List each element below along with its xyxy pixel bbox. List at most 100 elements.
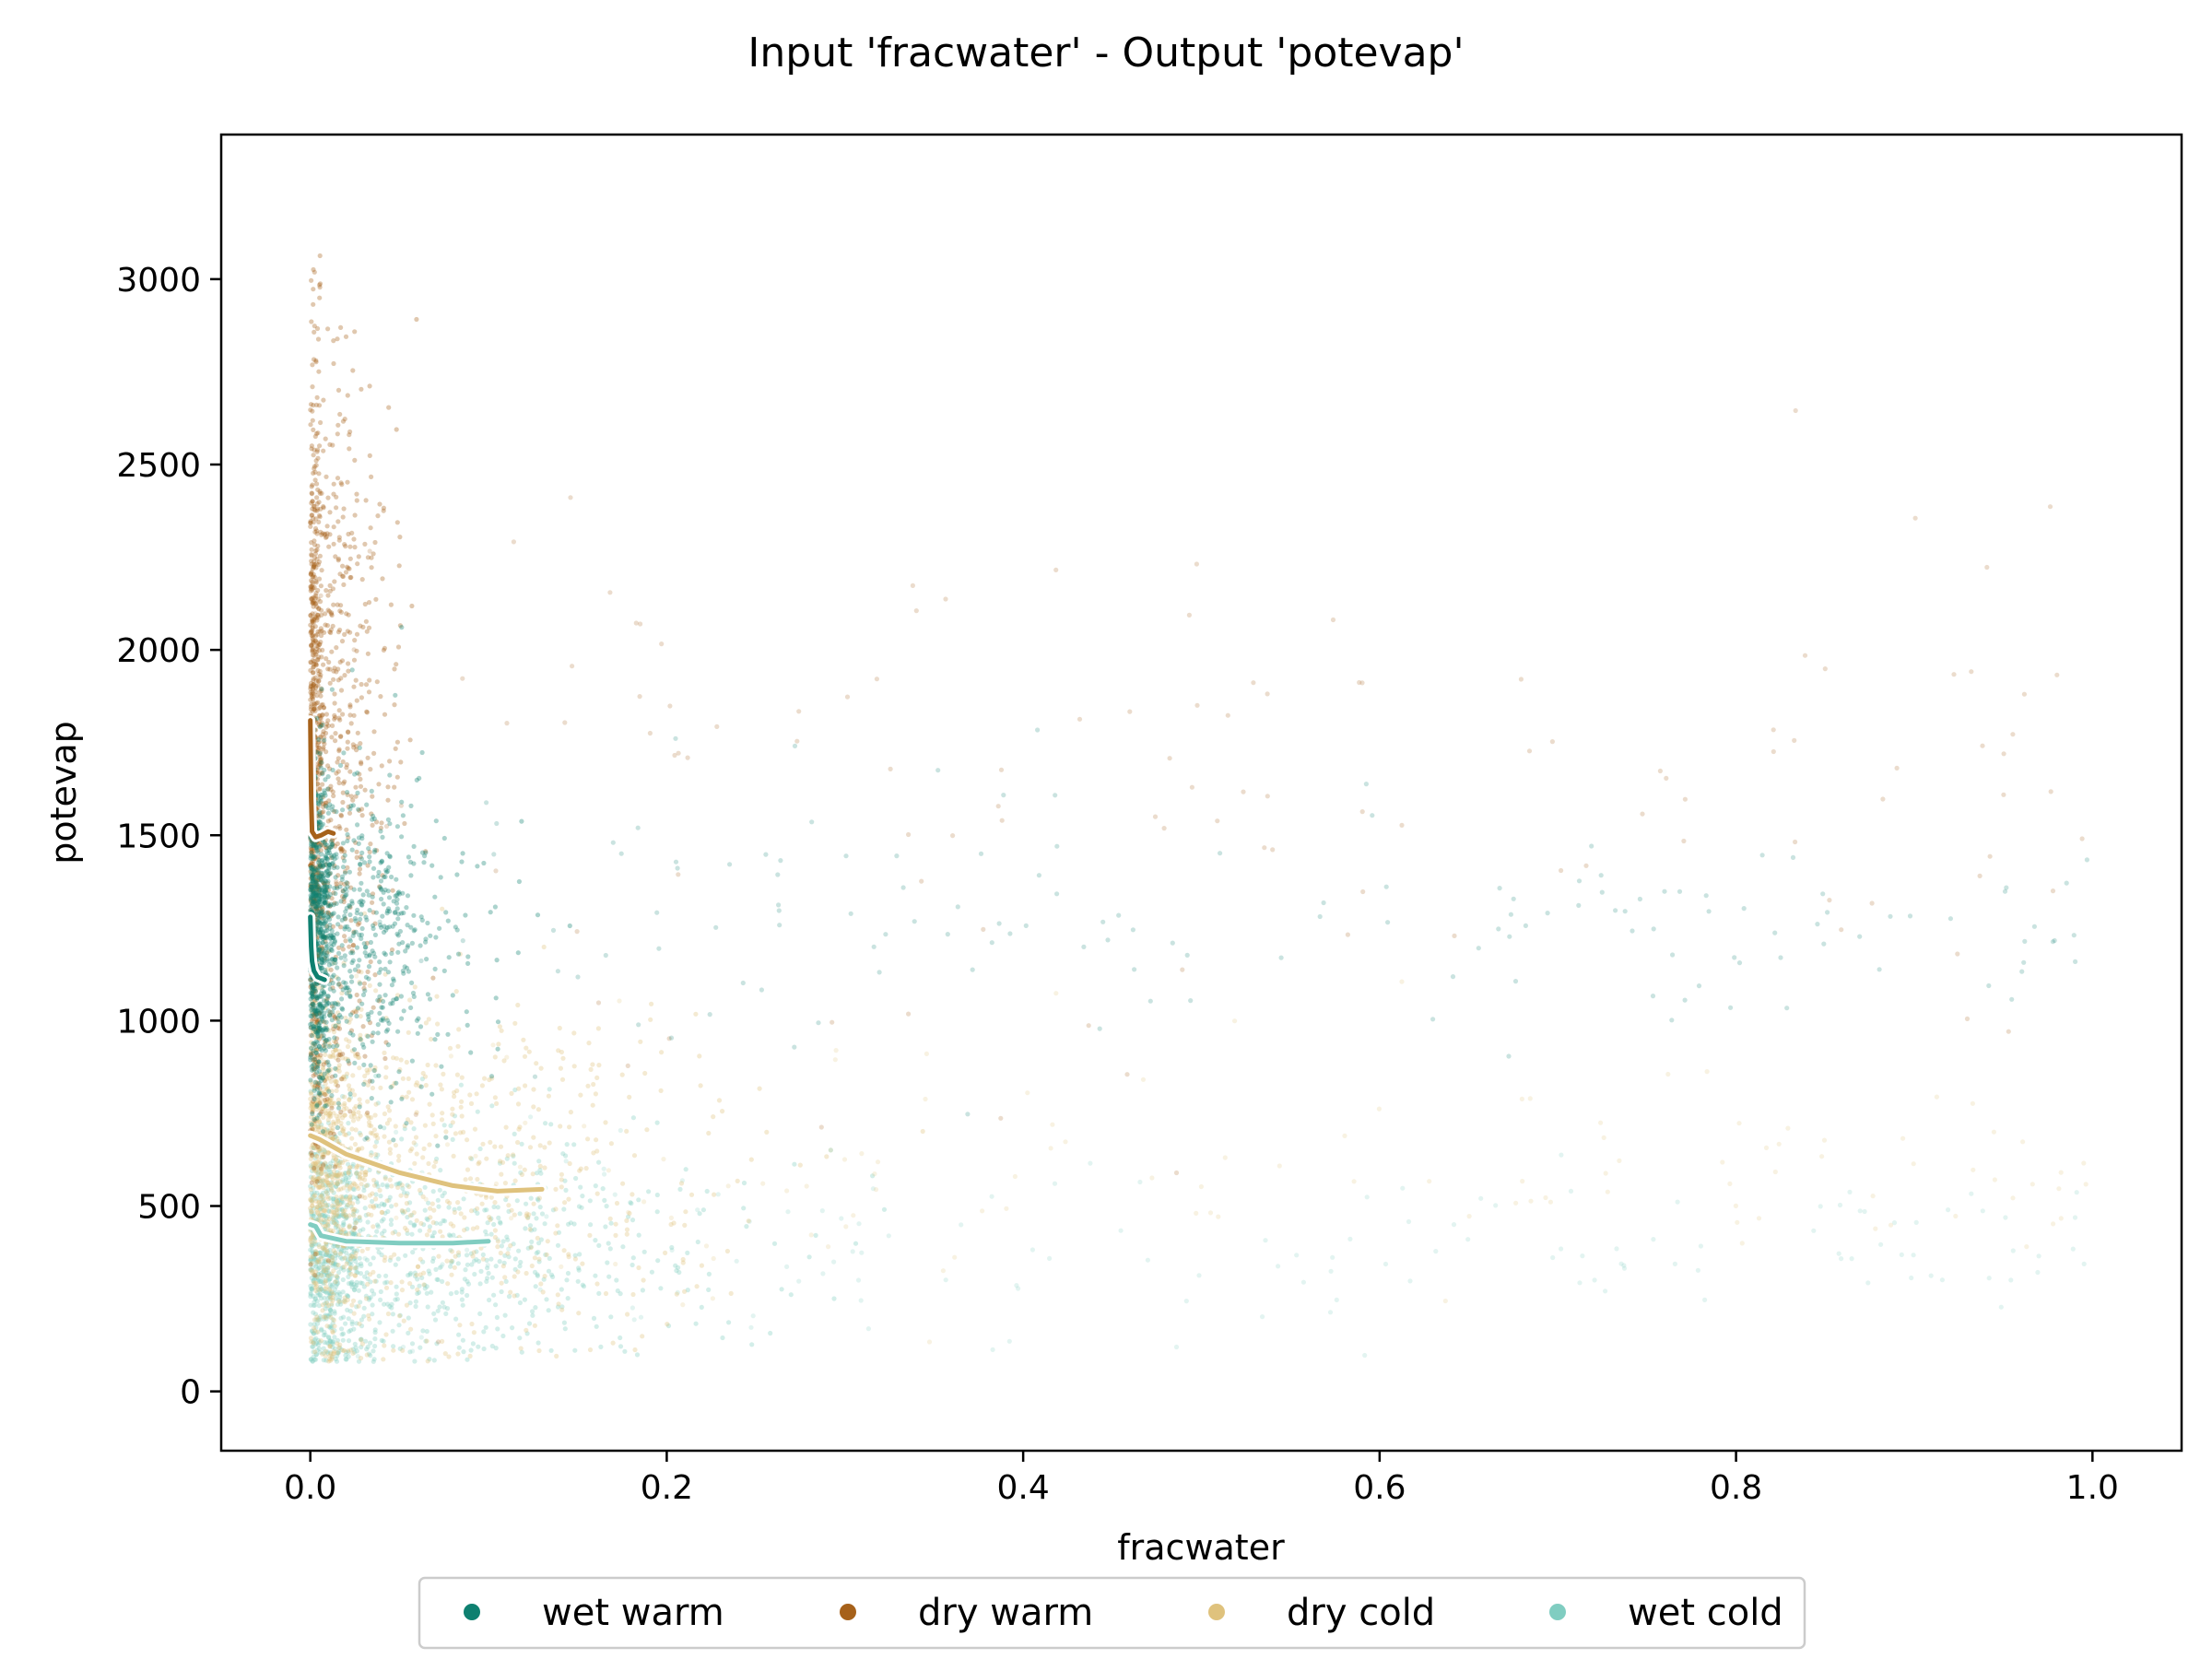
scatter-point <box>465 1262 470 1267</box>
scatter-point <box>320 1212 325 1218</box>
scatter-point <box>497 1219 503 1225</box>
scatter-point <box>561 1248 567 1253</box>
scatter-point <box>352 1255 358 1261</box>
scatter-point <box>315 1205 321 1210</box>
scatter-point <box>333 1047 338 1053</box>
scatter-point <box>334 1265 339 1270</box>
scatter-point <box>414 1218 419 1223</box>
scatter-point <box>318 1072 324 1077</box>
scatter-point <box>376 1273 382 1279</box>
scatter-point <box>1196 1273 1202 1278</box>
scatter-point <box>555 1242 561 1248</box>
scatter-point <box>322 1200 328 1206</box>
scatter-point <box>481 1329 487 1335</box>
scatter-point <box>580 1261 585 1266</box>
scatter-point <box>311 1164 316 1170</box>
scatter-point <box>315 1259 322 1265</box>
scatter-point <box>414 1151 419 1157</box>
scatter-point <box>317 295 323 300</box>
scatter-point <box>415 1287 420 1292</box>
scatter-point <box>324 1267 329 1273</box>
scatter-point <box>322 1265 327 1270</box>
scatter-point <box>604 1204 609 1209</box>
scatter-point <box>323 1312 328 1318</box>
scatter-point <box>354 1165 359 1171</box>
scatter-point <box>606 1274 612 1279</box>
scatter-point <box>352 1106 358 1112</box>
scatter-point <box>437 1187 442 1193</box>
scatter-point <box>315 1144 321 1149</box>
scatter-point <box>323 1267 328 1273</box>
scatter-point <box>388 1221 394 1228</box>
scatter-point <box>321 1314 326 1320</box>
scatter-point <box>1665 1071 1671 1077</box>
scatter-point <box>1478 1195 1484 1201</box>
scatter-point <box>665 1323 672 1329</box>
scatter-point <box>1605 1189 1610 1194</box>
scatter-point <box>831 1259 837 1265</box>
scatter-point <box>559 1171 565 1177</box>
scatter-point <box>346 990 352 995</box>
scatter-point <box>318 1160 324 1166</box>
scatter-point <box>320 1351 325 1357</box>
scatter-point <box>337 1229 343 1234</box>
scatter-point <box>367 383 372 389</box>
scatter-point <box>542 1165 547 1171</box>
scatter-point <box>586 1041 592 1046</box>
scatter-point <box>308 402 314 407</box>
scatter-point <box>420 1194 426 1199</box>
scatter-point <box>442 1351 448 1357</box>
scatter-point <box>308 1322 313 1327</box>
scatter-point <box>346 1171 351 1176</box>
scatter-point <box>334 1079 339 1085</box>
scatter-point <box>325 1182 331 1188</box>
scatter-point <box>1376 1106 1382 1112</box>
scatter-point <box>714 724 720 730</box>
scatter-point <box>495 1019 501 1025</box>
scatter-point <box>309 1328 314 1334</box>
scatter-point <box>308 1267 313 1273</box>
scatter-point <box>354 1195 359 1201</box>
scatter-point <box>328 1096 335 1101</box>
scatter-point <box>309 1091 314 1097</box>
scatter-point <box>327 1276 333 1281</box>
scatter-point <box>322 737 327 743</box>
scatter-point <box>454 1072 460 1077</box>
scatter-point <box>327 1182 333 1188</box>
scatter-point <box>338 676 344 681</box>
scatter-point <box>715 1192 721 1197</box>
scatter-point <box>367 453 372 458</box>
scatter-point <box>447 1200 453 1206</box>
scatter-point <box>316 736 322 743</box>
scatter-point <box>970 967 975 972</box>
scatter-point <box>575 974 581 980</box>
scatter-point <box>326 1041 332 1046</box>
scatter-point <box>695 1207 700 1213</box>
scatter-point <box>340 865 347 870</box>
scatter-point <box>350 797 356 803</box>
scatter-point <box>315 1337 322 1343</box>
scatter-point <box>502 1275 508 1280</box>
scatter-point <box>365 1344 371 1349</box>
scatter-point <box>317 1166 323 1171</box>
scatter-point <box>353 1273 359 1278</box>
scatter-point <box>401 1008 406 1014</box>
scatter-point <box>323 1005 328 1011</box>
scatter-point <box>359 1248 365 1253</box>
scatter-point <box>320 1106 326 1112</box>
scatter-point <box>374 679 380 685</box>
scatter-point <box>322 1300 327 1306</box>
scatter-point <box>526 1321 533 1326</box>
scatter-point <box>330 1339 336 1345</box>
scatter-point <box>989 940 994 946</box>
scatter-point <box>321 1114 326 1120</box>
scatter-point <box>349 979 355 984</box>
scatter-point <box>335 1253 341 1258</box>
scatter-point <box>382 1229 387 1234</box>
scatter-point <box>472 1207 477 1213</box>
scatter-point <box>1849 1256 1854 1262</box>
scatter-point <box>328 1127 334 1133</box>
scatter-point <box>671 1220 677 1226</box>
scatter-point <box>309 1040 314 1045</box>
scatter-point <box>325 718 331 724</box>
